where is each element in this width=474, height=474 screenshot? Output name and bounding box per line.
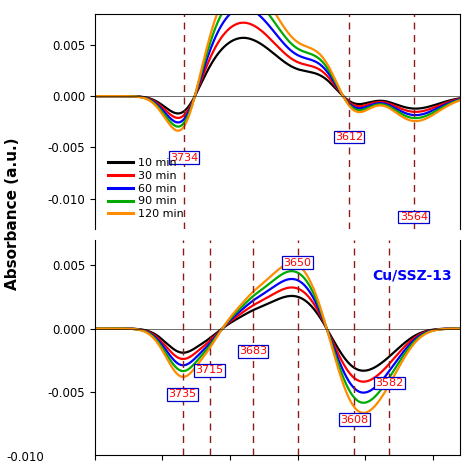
Text: 3735: 3735 — [169, 389, 197, 399]
Text: Absorbance (a.u.): Absorbance (a.u.) — [5, 137, 20, 290]
Text: 3608: 3608 — [340, 415, 368, 425]
Text: Cu/SSZ-13: Cu/SSZ-13 — [373, 268, 452, 283]
Text: 3683: 3683 — [239, 346, 267, 356]
Text: 3582: 3582 — [375, 378, 404, 388]
Text: 3564: 3564 — [400, 212, 428, 222]
Text: 3650: 3650 — [283, 258, 311, 268]
Legend: 10 min, 30 min, 60 min, 90 min, 120 min: 10 min, 30 min, 60 min, 90 min, 120 min — [104, 154, 189, 224]
Text: 3715: 3715 — [196, 365, 224, 375]
Text: 3734: 3734 — [170, 153, 198, 163]
Text: 3612: 3612 — [335, 132, 363, 142]
Text: -0.010: -0.010 — [6, 451, 44, 464]
